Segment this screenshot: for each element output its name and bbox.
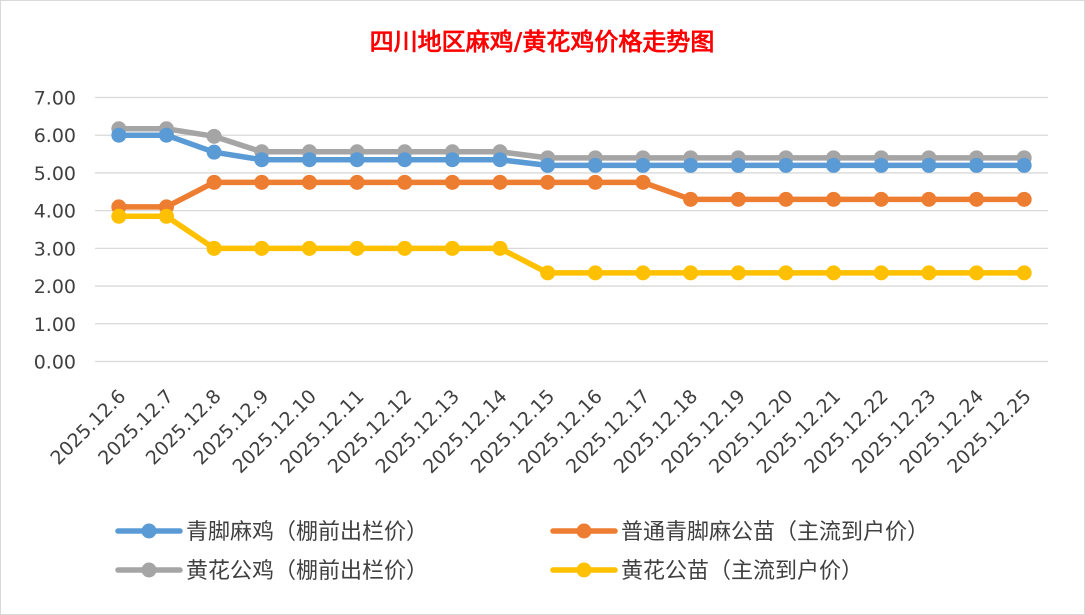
data-point bbox=[969, 191, 985, 207]
series-line bbox=[118, 126, 1025, 161]
y-tick-label: 2.00 bbox=[34, 276, 76, 298]
data-point bbox=[1016, 265, 1032, 281]
series-1 bbox=[111, 174, 1032, 215]
data-point bbox=[587, 174, 603, 190]
data-point bbox=[301, 152, 317, 168]
legend-marker bbox=[141, 523, 157, 539]
data-point bbox=[158, 208, 174, 224]
y-tick-label: 6.00 bbox=[34, 125, 76, 147]
data-point bbox=[111, 127, 127, 143]
data-point bbox=[397, 240, 413, 256]
data-point bbox=[635, 157, 651, 173]
legend-item: 青脚麻鸡（棚前出栏价） bbox=[115, 520, 428, 545]
data-point bbox=[826, 265, 842, 281]
data-point bbox=[969, 157, 985, 173]
data-point bbox=[254, 240, 270, 256]
data-point bbox=[254, 174, 270, 190]
series-line bbox=[118, 213, 1025, 276]
legend-item: 普通青脚麻公苗（主流到户价） bbox=[550, 520, 929, 545]
data-point bbox=[1016, 157, 1032, 173]
data-point bbox=[158, 127, 174, 143]
data-point bbox=[778, 157, 794, 173]
series-line bbox=[118, 179, 1025, 210]
data-point bbox=[349, 174, 365, 190]
data-point bbox=[969, 265, 985, 281]
data-point bbox=[444, 240, 460, 256]
data-point bbox=[397, 152, 413, 168]
legend-label: 普通青脚麻公苗（主流到户价） bbox=[621, 520, 929, 545]
legend-label: 青脚麻鸡（棚前出栏价） bbox=[186, 520, 428, 545]
data-point bbox=[873, 157, 889, 173]
data-point bbox=[349, 240, 365, 256]
data-point bbox=[778, 191, 794, 207]
data-point bbox=[921, 191, 937, 207]
series-0 bbox=[111, 127, 1032, 173]
data-point bbox=[730, 157, 746, 173]
legend-label: 黄花公鸡（棚前出栏价） bbox=[186, 559, 428, 584]
data-point bbox=[873, 191, 889, 207]
data-point bbox=[206, 144, 222, 160]
data-point bbox=[301, 174, 317, 190]
data-point bbox=[206, 128, 222, 144]
data-point bbox=[730, 191, 746, 207]
legend-marker bbox=[141, 562, 157, 578]
data-point bbox=[206, 174, 222, 190]
data-point bbox=[826, 157, 842, 173]
data-point bbox=[540, 157, 556, 173]
data-point bbox=[683, 191, 699, 207]
data-point bbox=[540, 174, 556, 190]
data-point bbox=[111, 208, 127, 224]
data-point bbox=[921, 265, 937, 281]
data-point bbox=[873, 265, 889, 281]
y-tick-label: 0.00 bbox=[34, 352, 76, 374]
legend-marker bbox=[576, 523, 592, 539]
y-tick-label: 3.00 bbox=[34, 238, 76, 260]
data-point bbox=[587, 265, 603, 281]
data-point bbox=[444, 152, 460, 168]
data-point bbox=[492, 152, 508, 168]
data-point bbox=[206, 240, 222, 256]
data-point bbox=[444, 174, 460, 190]
y-tick-label: 4.00 bbox=[34, 201, 76, 223]
legend-label: 黄花公苗（主流到户价） bbox=[621, 559, 863, 584]
legend-item: 黄花公鸡（棚前出栏价） bbox=[115, 559, 428, 584]
data-point bbox=[1016, 191, 1032, 207]
data-point bbox=[397, 174, 413, 190]
data-point bbox=[778, 265, 794, 281]
data-point bbox=[683, 265, 699, 281]
chart-title: 四川地区麻鸡/黄花鸡价格走势图 bbox=[370, 27, 715, 56]
data-point bbox=[492, 174, 508, 190]
data-point bbox=[921, 157, 937, 173]
y-tick-label: 1.00 bbox=[34, 314, 76, 336]
data-point bbox=[349, 152, 365, 168]
series-3 bbox=[111, 208, 1032, 281]
data-point bbox=[635, 265, 651, 281]
data-point bbox=[587, 157, 603, 173]
series-line bbox=[118, 132, 1025, 169]
y-tick-label: 7.00 bbox=[34, 88, 76, 110]
data-point bbox=[301, 240, 317, 256]
data-point bbox=[635, 174, 651, 190]
data-point bbox=[540, 265, 556, 281]
data-point bbox=[730, 265, 746, 281]
legend-marker bbox=[576, 562, 592, 578]
data-point bbox=[683, 157, 699, 173]
data-point bbox=[254, 152, 270, 168]
data-point bbox=[492, 240, 508, 256]
legend-item: 黄花公苗（主流到户价） bbox=[550, 559, 863, 584]
data-point bbox=[826, 191, 842, 207]
y-tick-label: 5.00 bbox=[34, 163, 76, 185]
